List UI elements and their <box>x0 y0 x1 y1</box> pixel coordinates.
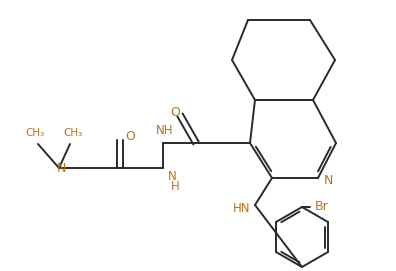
Text: CH₃: CH₃ <box>63 128 83 138</box>
Text: O: O <box>170 107 180 120</box>
Text: H: H <box>171 179 179 192</box>
Text: HN: HN <box>233 202 251 215</box>
Text: N: N <box>56 162 66 175</box>
Text: N: N <box>168 169 176 182</box>
Text: O: O <box>125 131 135 144</box>
Text: Br: Br <box>315 201 329 214</box>
Text: N: N <box>323 173 333 186</box>
Text: CH₃: CH₃ <box>25 128 45 138</box>
Text: NH: NH <box>156 124 174 137</box>
